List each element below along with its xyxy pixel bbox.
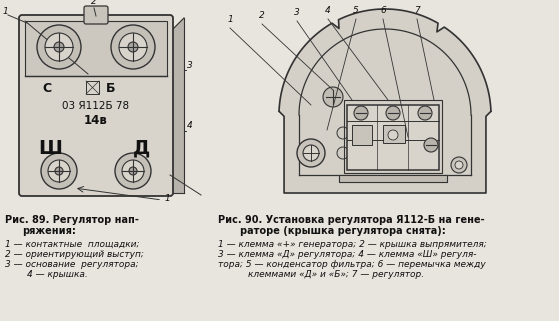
Text: 4: 4 — [325, 6, 331, 15]
Text: 3: 3 — [294, 8, 300, 17]
Circle shape — [122, 160, 144, 182]
Circle shape — [115, 153, 151, 189]
Text: Ш: Ш — [38, 138, 62, 158]
Circle shape — [424, 138, 438, 152]
Text: 3: 3 — [187, 61, 193, 70]
Circle shape — [303, 145, 319, 161]
Text: 2: 2 — [259, 11, 265, 20]
Text: С: С — [42, 82, 51, 94]
Text: раторе (крышка регулятора снята):: раторе (крышка регулятора снята): — [240, 226, 446, 236]
Circle shape — [386, 106, 400, 120]
Circle shape — [129, 167, 137, 175]
Circle shape — [55, 167, 63, 175]
Text: тора; 5 — конденсатор фильтра; 6 — перемычка между: тора; 5 — конденсатор фильтра; 6 — перем… — [218, 260, 486, 269]
Circle shape — [128, 42, 138, 52]
Polygon shape — [170, 18, 184, 193]
Circle shape — [354, 106, 368, 120]
Text: 1 — клемма «+» генератора; 2 — крышка выпрямителя;: 1 — клемма «+» генератора; 2 — крышка вы… — [218, 240, 487, 249]
Circle shape — [119, 33, 147, 61]
Text: 03 Я112Б 78: 03 Я112Б 78 — [63, 101, 130, 111]
Bar — [383, 125, 405, 143]
Circle shape — [111, 25, 155, 69]
Text: 4: 4 — [187, 121, 193, 130]
Text: 3 — клемма «Д» регулятора; 4 — клемма «Ш» регуля-: 3 — клемма «Д» регулятора; 4 — клемма «Ш… — [218, 250, 476, 259]
Text: 2 — ориентирующий выступ;: 2 — ориентирующий выступ; — [5, 250, 144, 259]
Circle shape — [323, 87, 343, 107]
Bar — [347, 105, 439, 170]
Circle shape — [388, 130, 398, 140]
Text: 1: 1 — [165, 194, 170, 203]
Text: 2: 2 — [91, 0, 97, 6]
Text: 14в: 14в — [84, 115, 108, 127]
Text: 1: 1 — [227, 15, 233, 24]
Text: клеммами «Д» и «Б»; 7 — регулятор.: клеммами «Д» и «Б»; 7 — регулятор. — [248, 270, 424, 279]
Text: Рис. 90. Установка регулятора Я112-Б на гене-: Рис. 90. Установка регулятора Я112-Б на … — [218, 215, 485, 225]
Circle shape — [48, 160, 70, 182]
Text: Б: Б — [106, 82, 116, 94]
Text: 3 — основание  регулятора;: 3 — основание регулятора; — [5, 260, 139, 269]
Text: ряжения:: ряжения: — [22, 226, 76, 236]
Text: 7: 7 — [414, 6, 420, 15]
Bar — [86, 81, 99, 94]
Text: 5: 5 — [353, 6, 359, 15]
Circle shape — [455, 161, 463, 169]
FancyBboxPatch shape — [84, 6, 108, 24]
Circle shape — [41, 153, 77, 189]
Bar — [344, 100, 442, 173]
Circle shape — [297, 139, 325, 167]
Text: 6: 6 — [380, 6, 386, 15]
Polygon shape — [339, 175, 447, 182]
Bar — [25, 21, 167, 76]
Circle shape — [37, 25, 81, 69]
Text: 1: 1 — [3, 7, 9, 16]
Text: 1 — контактные  площадки;: 1 — контактные площадки; — [5, 240, 140, 249]
FancyBboxPatch shape — [19, 15, 173, 196]
Text: 4 — крышка.: 4 — крышка. — [27, 270, 88, 279]
Bar — [352, 125, 372, 145]
Circle shape — [337, 147, 349, 159]
Circle shape — [54, 42, 64, 52]
Circle shape — [337, 127, 349, 139]
Circle shape — [45, 33, 73, 61]
Polygon shape — [279, 9, 491, 193]
Circle shape — [451, 157, 467, 173]
Text: Рис. 89. Регулятор нап-: Рис. 89. Регулятор нап- — [5, 215, 139, 225]
Text: Д: Д — [134, 138, 150, 158]
Circle shape — [418, 106, 432, 120]
